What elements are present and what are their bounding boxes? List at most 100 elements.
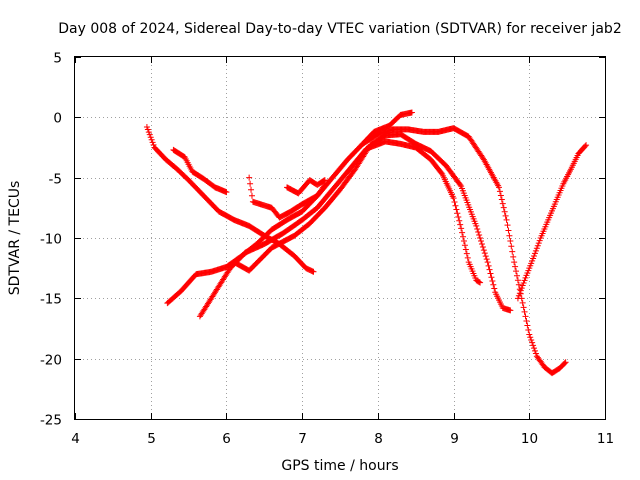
data-point	[223, 189, 230, 196]
data-point	[532, 350, 539, 357]
series-track-g	[231, 131, 514, 314]
data-point	[478, 238, 485, 245]
data-point	[517, 287, 524, 294]
data-point	[513, 272, 520, 279]
data-point	[518, 285, 525, 292]
data-point	[247, 180, 254, 187]
data-point	[498, 196, 505, 203]
data-point	[497, 192, 504, 199]
data-point	[462, 246, 469, 253]
y-tick-label: -15	[40, 292, 62, 308]
series-track-h	[359, 125, 569, 377]
data-point	[520, 279, 527, 286]
data-point	[456, 217, 463, 224]
data-point	[457, 181, 464, 188]
data-point	[516, 290, 523, 297]
data-point	[248, 186, 255, 193]
data-point	[512, 263, 519, 270]
data-point	[482, 253, 489, 260]
data-point	[504, 222, 511, 229]
data-point	[486, 266, 493, 273]
grid	[75, 57, 605, 419]
data-point	[149, 139, 156, 146]
data-point	[510, 253, 517, 260]
data-point	[248, 192, 255, 199]
data-point	[464, 254, 471, 261]
data-point	[461, 242, 468, 249]
data-point	[477, 235, 484, 241]
data-point	[521, 277, 528, 284]
data-point	[145, 129, 152, 136]
plot-frame	[74, 56, 606, 420]
data-point	[582, 143, 589, 150]
data-point	[514, 295, 521, 302]
data-point	[310, 268, 317, 275]
data-point	[476, 279, 483, 286]
data-point	[485, 262, 492, 269]
data-point	[509, 248, 516, 255]
y-tick-label: 0	[53, 111, 62, 127]
data-point	[562, 359, 569, 366]
data-point	[515, 281, 522, 288]
y-axis-label: SDTVAR / TECUs	[7, 181, 23, 296]
data-point	[408, 109, 415, 116]
data-point	[463, 250, 470, 257]
data-point	[496, 184, 502, 191]
data-point	[477, 279, 484, 286]
data-point	[534, 242, 541, 249]
data-point	[473, 222, 480, 229]
data-point	[321, 177, 328, 184]
data-point	[533, 245, 540, 252]
data-point	[503, 216, 510, 223]
data-point	[500, 204, 507, 211]
data-point	[478, 241, 485, 248]
y-tick-label: -10	[40, 232, 62, 248]
data-point	[519, 282, 526, 289]
data-point	[481, 250, 488, 257]
y-tick-label: -25	[40, 413, 62, 429]
data-point	[528, 336, 535, 343]
x-tick-label: 11	[597, 431, 614, 447]
data-point	[530, 342, 537, 349]
data-point	[511, 259, 518, 266]
data-point	[524, 322, 531, 329]
data-point	[150, 141, 157, 148]
data-point	[505, 227, 512, 234]
x-tick-label: 8	[374, 431, 383, 447]
data-point	[535, 240, 542, 247]
data-point	[499, 200, 506, 207]
y-tick-label: 5	[53, 51, 62, 67]
data-point	[561, 360, 568, 367]
data-point	[457, 221, 464, 228]
x-tick-label: 9	[450, 431, 459, 447]
data-point	[583, 142, 590, 149]
data-point	[460, 238, 467, 245]
data-point	[514, 277, 521, 284]
chart-title: Day 008 of 2024, Sidereal Day-to-day VTE…	[58, 21, 621, 37]
data-point	[480, 247, 487, 254]
data-point	[453, 206, 460, 213]
series-track-i	[514, 142, 590, 302]
data-point	[147, 134, 154, 141]
x-tick-label: 7	[298, 431, 307, 447]
data-point	[320, 177, 327, 184]
data-point	[144, 126, 151, 133]
data-point	[487, 270, 494, 277]
data-point	[530, 255, 537, 262]
data-point	[527, 334, 534, 341]
series-track-b	[170, 146, 230, 196]
data-point	[523, 317, 530, 324]
data-point	[489, 277, 496, 284]
data-point	[532, 247, 539, 254]
data-point	[501, 208, 508, 215]
data-point	[474, 225, 481, 232]
data-point	[515, 292, 522, 299]
y-axis: 5 0 -5 -10 -15 -20 -25	[40, 51, 605, 429]
y-tick-label: -5	[49, 172, 62, 188]
data-point	[496, 188, 503, 195]
data-point	[146, 131, 153, 138]
x-tick-label: 4	[71, 431, 80, 447]
data-point	[452, 202, 459, 209]
x-tick-label: 10	[521, 431, 538, 447]
data-point	[246, 174, 253, 181]
